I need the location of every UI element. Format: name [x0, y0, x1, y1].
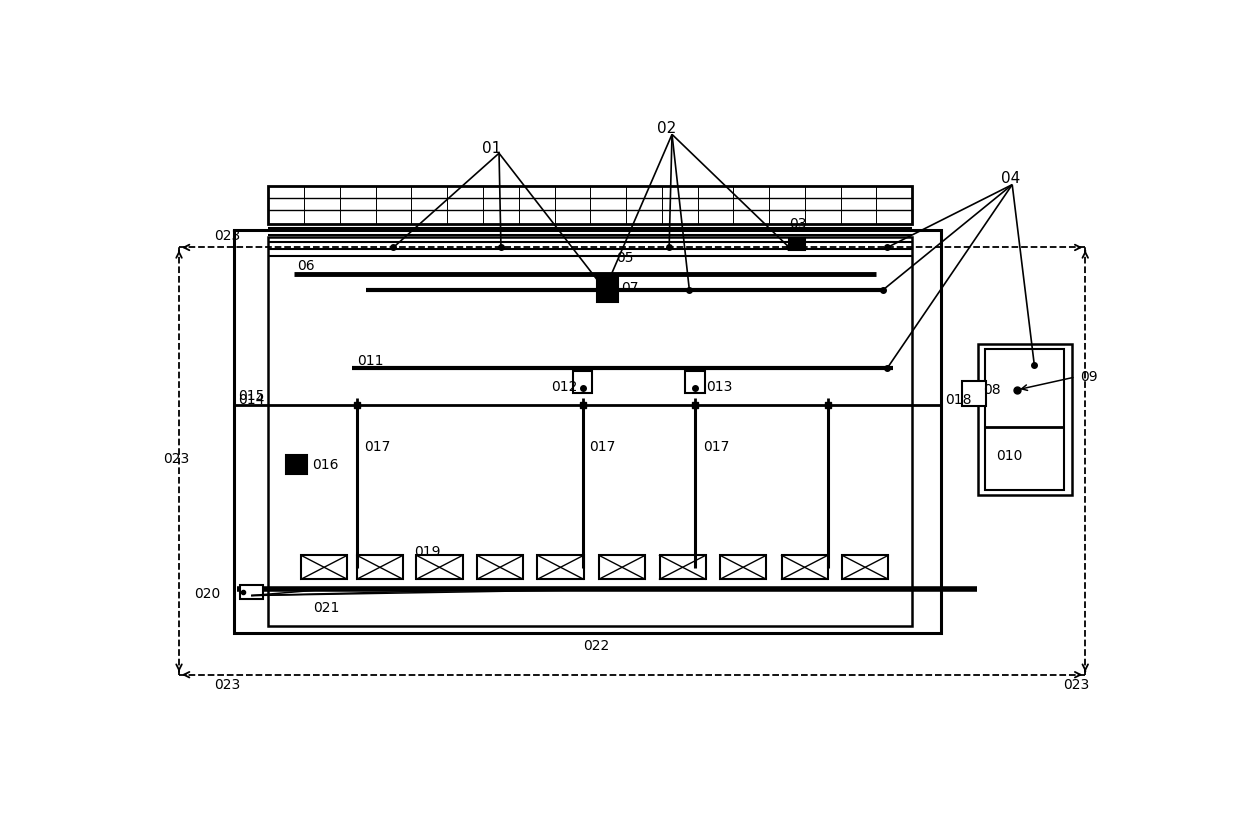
Bar — [842, 556, 888, 579]
Bar — [986, 349, 1064, 490]
Bar — [268, 186, 913, 224]
Text: 019: 019 — [414, 544, 441, 559]
Bar — [962, 380, 986, 406]
Text: 02: 02 — [657, 121, 676, 135]
Text: 010: 010 — [996, 449, 1022, 463]
Text: 017: 017 — [703, 440, 729, 454]
Text: 012: 012 — [551, 380, 578, 394]
Bar — [234, 230, 941, 633]
Bar — [477, 556, 523, 579]
Text: 07: 07 — [621, 282, 639, 295]
Text: 015: 015 — [238, 389, 264, 403]
Bar — [977, 344, 1071, 495]
Text: 023: 023 — [215, 678, 241, 693]
Text: 017: 017 — [365, 440, 391, 454]
Text: 01: 01 — [481, 140, 501, 156]
Text: 023: 023 — [162, 452, 188, 466]
Text: 021: 021 — [314, 601, 340, 615]
Text: 022: 022 — [583, 639, 609, 653]
Bar — [599, 556, 645, 579]
Bar — [720, 556, 766, 579]
Text: 013: 013 — [707, 380, 733, 394]
Bar — [781, 556, 828, 579]
Text: 05: 05 — [616, 251, 634, 265]
Bar — [789, 238, 805, 250]
Text: 023: 023 — [215, 229, 241, 243]
Text: 020: 020 — [195, 588, 221, 601]
Bar — [268, 237, 913, 626]
Bar — [285, 455, 306, 473]
Bar — [357, 556, 403, 579]
Bar — [686, 371, 704, 393]
Text: 018: 018 — [945, 392, 971, 406]
Bar — [573, 371, 593, 393]
Text: 017: 017 — [589, 440, 616, 454]
Text: 03: 03 — [789, 216, 807, 231]
Text: 016: 016 — [312, 459, 339, 472]
Bar — [417, 556, 463, 579]
Text: 08: 08 — [983, 383, 1001, 397]
Text: 06: 06 — [298, 259, 315, 273]
Text: 011: 011 — [357, 353, 383, 367]
Bar — [596, 277, 619, 302]
Bar — [660, 556, 706, 579]
Text: 04: 04 — [1001, 171, 1021, 186]
Text: 014: 014 — [238, 392, 264, 406]
Text: 09: 09 — [1080, 370, 1099, 384]
Bar — [537, 556, 584, 579]
Text: 023: 023 — [1063, 678, 1090, 693]
Bar — [239, 586, 263, 599]
Bar — [301, 556, 347, 579]
